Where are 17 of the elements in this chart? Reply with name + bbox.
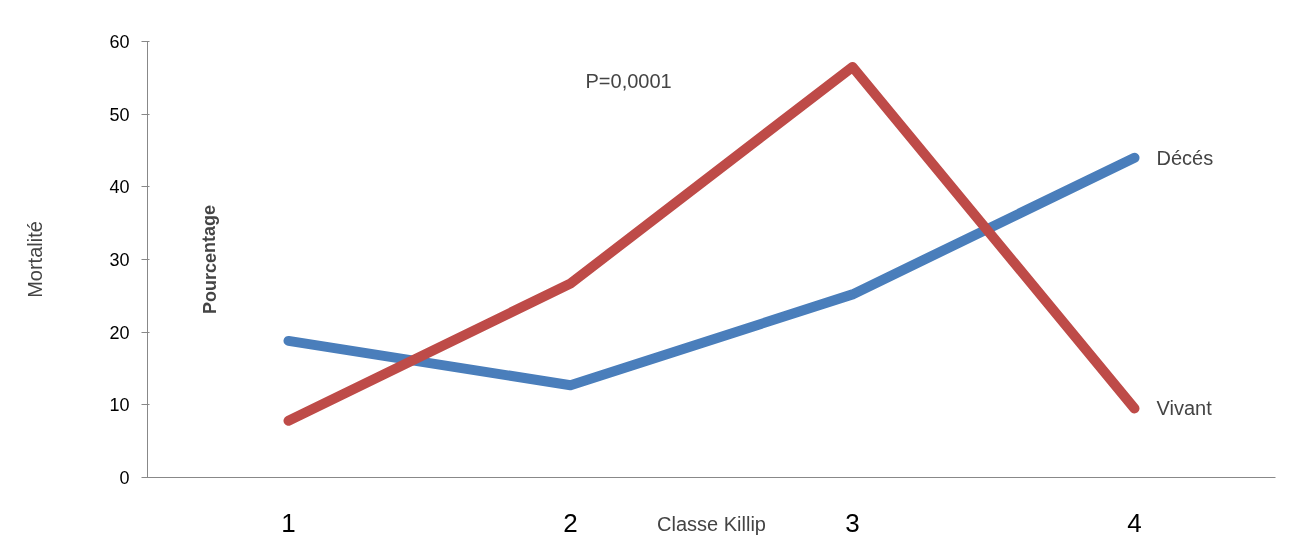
y-tick-label: 40 (109, 177, 130, 198)
x-tick-label: 4 (1127, 507, 1142, 538)
y-tick-label: 30 (109, 250, 130, 270)
x-axis-title: Classe Killip (657, 512, 766, 535)
y-tick-label: 0 (119, 468, 130, 488)
y-tick-label: 50 (109, 104, 130, 125)
x-tick-label: 1 (281, 507, 296, 538)
series-label: Vivant (1156, 397, 1213, 420)
annotation: Pourcentage (199, 204, 220, 315)
series-label: Décés (1156, 146, 1214, 169)
y-tick-label: 60 (109, 32, 130, 52)
annotation: P=0,0001 (585, 69, 672, 92)
x-tick-label: 3 (845, 507, 860, 538)
x-tick-label: 2 (563, 507, 578, 538)
y-axis-title: Mortalité (24, 221, 47, 298)
y-tick-label: 10 (109, 395, 130, 416)
y-tick-label: 20 (109, 322, 130, 343)
